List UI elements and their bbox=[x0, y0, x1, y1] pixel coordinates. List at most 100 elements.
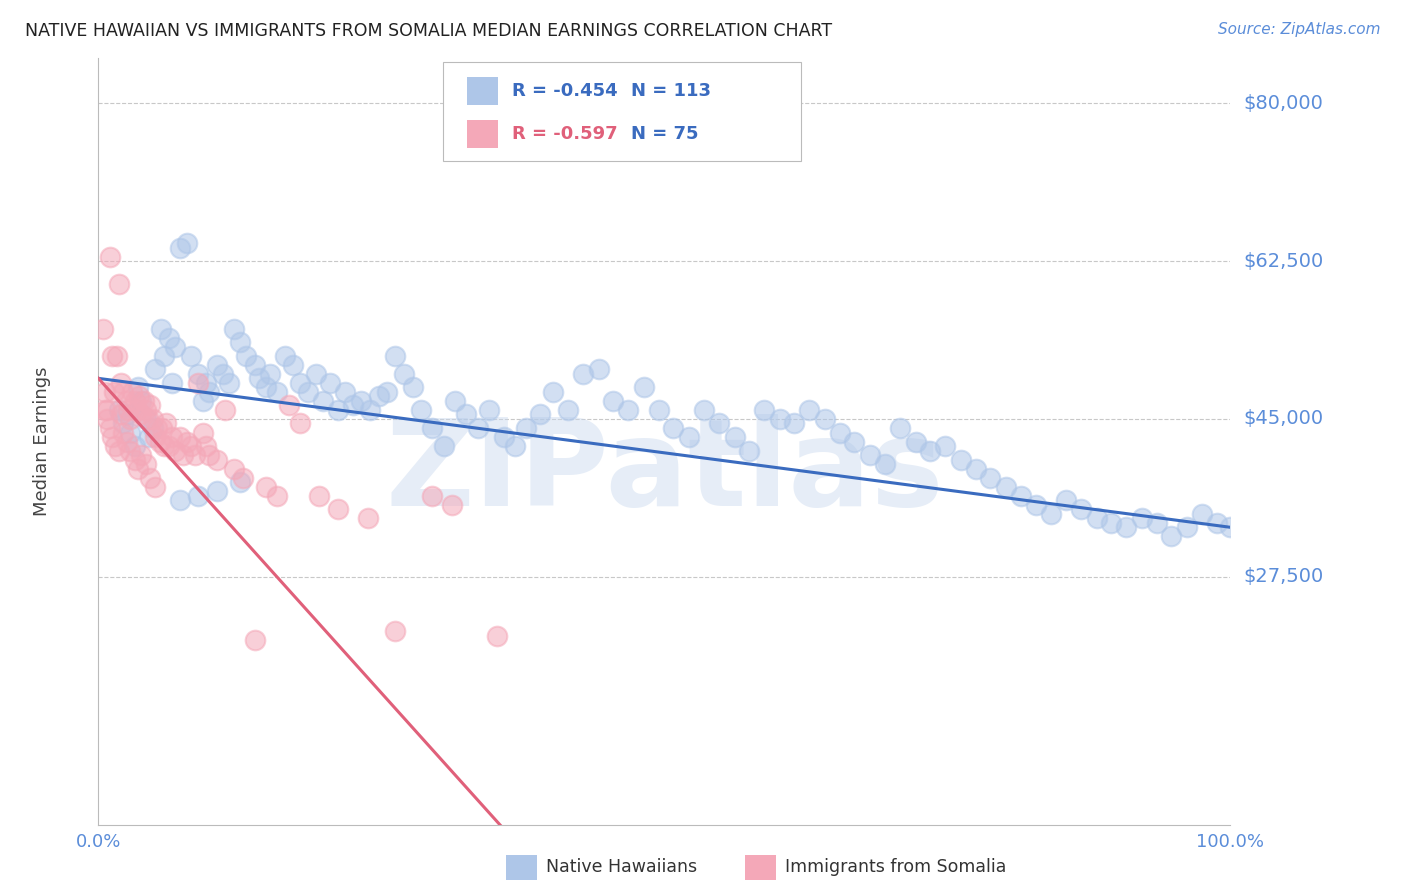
Point bbox=[529, 408, 551, 422]
Point bbox=[723, 430, 745, 444]
Point bbox=[94, 384, 117, 399]
Point bbox=[104, 439, 127, 453]
Point bbox=[409, 403, 432, 417]
Point bbox=[281, 358, 304, 372]
Text: N = 75: N = 75 bbox=[631, 125, 699, 143]
Point bbox=[588, 362, 610, 376]
Point bbox=[131, 393, 153, 408]
Point bbox=[1205, 516, 1227, 530]
Point bbox=[1146, 516, 1168, 530]
Point bbox=[828, 425, 851, 440]
Point bbox=[169, 430, 191, 444]
Point bbox=[124, 452, 146, 467]
Point bbox=[194, 439, 217, 453]
Text: Source: ZipAtlas.com: Source: ZipAtlas.com bbox=[1218, 22, 1381, 37]
Point bbox=[112, 425, 135, 440]
Point bbox=[214, 403, 236, 417]
Point bbox=[194, 376, 217, 390]
Point bbox=[1191, 507, 1213, 521]
Point bbox=[934, 439, 956, 453]
Point bbox=[904, 434, 927, 449]
Point bbox=[859, 448, 882, 462]
Point bbox=[1115, 520, 1137, 534]
Point bbox=[96, 412, 118, 426]
Point bbox=[433, 439, 456, 453]
Point bbox=[127, 461, 149, 475]
Point bbox=[157, 439, 180, 453]
Point bbox=[187, 376, 209, 390]
Point bbox=[98, 250, 121, 264]
Point bbox=[135, 412, 157, 426]
Point bbox=[191, 425, 214, 440]
Point bbox=[132, 393, 155, 408]
Point bbox=[456, 408, 478, 422]
Point bbox=[155, 417, 177, 431]
Point bbox=[176, 235, 198, 250]
Point bbox=[359, 403, 381, 417]
Point bbox=[121, 384, 143, 399]
Text: R = -0.597: R = -0.597 bbox=[512, 125, 617, 143]
Point bbox=[342, 399, 364, 413]
Point bbox=[115, 408, 138, 422]
Point bbox=[125, 403, 148, 417]
Point bbox=[247, 371, 270, 385]
Point bbox=[420, 489, 443, 503]
Point bbox=[128, 389, 150, 403]
Point bbox=[107, 443, 129, 458]
Point bbox=[515, 421, 537, 435]
Point bbox=[101, 430, 124, 444]
Point bbox=[98, 421, 121, 435]
Point bbox=[96, 403, 118, 417]
Point bbox=[112, 417, 135, 431]
Point bbox=[149, 322, 172, 336]
Point bbox=[124, 439, 146, 453]
Text: R = -0.454: R = -0.454 bbox=[512, 82, 617, 100]
Point bbox=[169, 240, 191, 254]
Point bbox=[143, 480, 166, 494]
Point bbox=[105, 349, 128, 363]
Point bbox=[266, 489, 288, 503]
Point bbox=[229, 475, 252, 490]
Point bbox=[328, 403, 350, 417]
Point bbox=[172, 448, 194, 462]
Text: $62,500: $62,500 bbox=[1244, 252, 1324, 270]
Point bbox=[224, 322, 246, 336]
Point bbox=[305, 367, 328, 381]
Point bbox=[135, 403, 157, 417]
Point bbox=[142, 421, 165, 435]
Point bbox=[232, 470, 254, 484]
Point bbox=[153, 349, 176, 363]
Text: NATIVE HAWAIIAN VS IMMIGRANTS FROM SOMALIA MEDIAN EARNINGS CORRELATION CHART: NATIVE HAWAIIAN VS IMMIGRANTS FROM SOMAL… bbox=[25, 22, 832, 40]
Point bbox=[478, 403, 501, 417]
Point bbox=[254, 380, 277, 394]
Point bbox=[350, 393, 373, 408]
Point bbox=[169, 493, 191, 508]
Point bbox=[207, 452, 229, 467]
Point bbox=[873, 457, 896, 471]
Point bbox=[965, 461, 987, 475]
Point bbox=[101, 349, 124, 363]
Point bbox=[207, 358, 229, 372]
Point bbox=[1130, 511, 1153, 525]
Point bbox=[124, 393, 146, 408]
Point bbox=[131, 408, 153, 422]
Point bbox=[218, 376, 240, 390]
Point bbox=[183, 448, 205, 462]
Point bbox=[392, 367, 415, 381]
Point bbox=[191, 393, 214, 408]
Point bbox=[1085, 511, 1108, 525]
Point bbox=[384, 349, 406, 363]
Point bbox=[112, 384, 135, 399]
Point bbox=[311, 393, 333, 408]
Point bbox=[115, 434, 138, 449]
Point bbox=[138, 430, 160, 444]
Point bbox=[91, 322, 114, 336]
Point bbox=[889, 421, 911, 435]
Point bbox=[142, 412, 165, 426]
Point bbox=[131, 448, 153, 462]
Point bbox=[328, 502, 350, 516]
Text: Native Hawaiians: Native Hawaiians bbox=[546, 858, 696, 876]
Point bbox=[333, 384, 356, 399]
Point bbox=[148, 434, 170, 449]
Point bbox=[633, 380, 655, 394]
